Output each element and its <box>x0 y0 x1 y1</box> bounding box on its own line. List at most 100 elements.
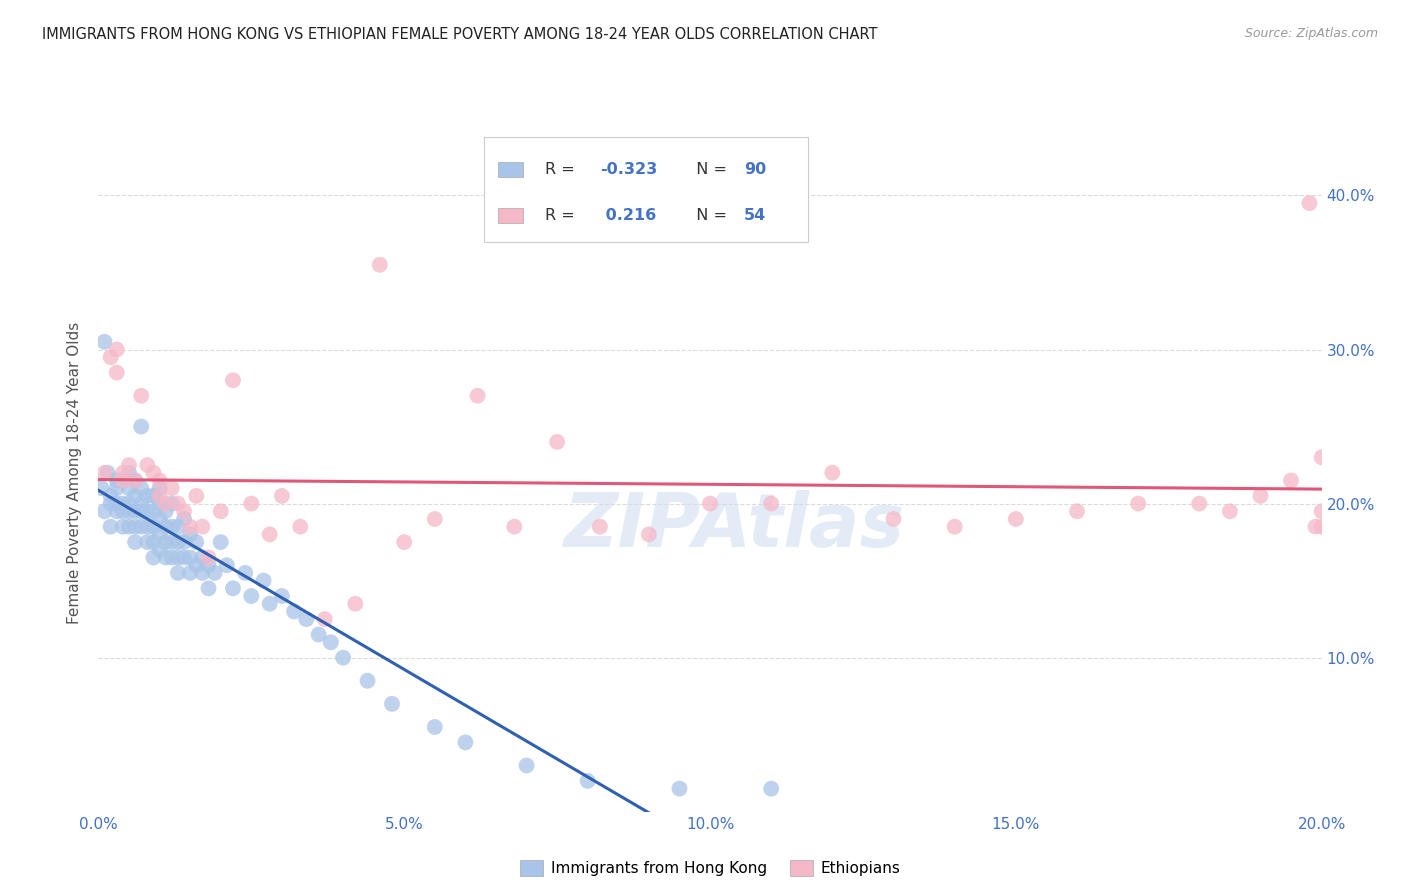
Point <box>111 504 134 518</box>
Point <box>111 474 134 488</box>
Text: 54: 54 <box>744 208 766 223</box>
Point <box>124 504 146 518</box>
Point <box>516 758 538 772</box>
Text: N =: N = <box>686 208 731 223</box>
Point <box>179 527 201 541</box>
Point <box>1310 519 1333 533</box>
Point <box>160 481 183 495</box>
Point <box>392 535 416 549</box>
Point <box>209 535 232 549</box>
Point <box>155 504 177 518</box>
Point <box>173 512 195 526</box>
Point <box>118 519 141 533</box>
Text: N =: N = <box>686 162 731 178</box>
Point <box>423 512 446 526</box>
Point <box>503 519 526 533</box>
Point <box>129 504 152 518</box>
Point <box>129 519 152 533</box>
Point <box>1298 196 1320 211</box>
Point <box>699 497 721 511</box>
Point <box>111 497 134 511</box>
Point <box>589 519 612 533</box>
Point <box>1004 512 1026 526</box>
Point <box>100 350 122 364</box>
Point <box>97 466 120 480</box>
Point <box>233 566 256 580</box>
Point <box>197 550 219 565</box>
Point <box>197 582 219 596</box>
Point <box>142 519 165 533</box>
Point <box>149 481 172 495</box>
Point <box>668 781 690 796</box>
Point <box>142 550 165 565</box>
Point <box>136 535 159 549</box>
Point <box>759 497 782 511</box>
Point <box>191 566 214 580</box>
Point <box>160 535 183 549</box>
Point <box>167 566 190 580</box>
Point <box>1066 504 1088 518</box>
Point <box>1305 519 1327 533</box>
Point <box>368 258 391 272</box>
Point <box>576 773 599 788</box>
Point <box>142 535 165 549</box>
Text: R =: R = <box>546 208 579 223</box>
Point <box>637 527 661 541</box>
Point <box>160 497 183 511</box>
Point <box>129 419 152 434</box>
Point <box>454 735 477 749</box>
Point <box>93 334 115 349</box>
Point <box>759 781 782 796</box>
Point <box>1310 450 1333 465</box>
Point <box>186 558 208 573</box>
Point <box>209 504 232 518</box>
Point <box>149 512 172 526</box>
Point <box>100 519 122 533</box>
Point <box>118 497 141 511</box>
Point <box>319 635 342 649</box>
Point <box>149 542 172 557</box>
Point <box>295 612 318 626</box>
Point <box>222 582 245 596</box>
Point <box>240 497 263 511</box>
Point <box>222 373 245 387</box>
Point <box>883 512 905 526</box>
Text: 90: 90 <box>744 162 766 178</box>
Point <box>308 627 330 641</box>
Text: 0.216: 0.216 <box>600 208 657 223</box>
Point <box>259 597 281 611</box>
Point <box>118 481 141 495</box>
Point <box>124 474 146 488</box>
Point <box>136 504 159 518</box>
Point <box>186 489 208 503</box>
Point <box>259 527 281 541</box>
Point <box>290 519 312 533</box>
Point <box>124 474 146 488</box>
Point <box>381 697 404 711</box>
Point <box>111 474 134 488</box>
Point <box>270 589 292 603</box>
Point <box>1219 504 1241 518</box>
Legend: Immigrants from Hong Kong, Ethiopians: Immigrants from Hong Kong, Ethiopians <box>515 854 905 882</box>
Point <box>105 504 128 518</box>
Point <box>197 558 219 573</box>
Point <box>173 550 195 565</box>
Point <box>155 497 177 511</box>
Point <box>105 497 128 511</box>
Point <box>124 489 146 503</box>
FancyBboxPatch shape <box>498 162 523 178</box>
Point <box>93 466 115 480</box>
FancyBboxPatch shape <box>498 208 523 223</box>
Point <box>1188 497 1211 511</box>
Point <box>186 535 208 549</box>
Point <box>314 612 336 626</box>
Point <box>142 466 165 480</box>
Point <box>118 458 141 472</box>
Text: Source: ZipAtlas.com: Source: ZipAtlas.com <box>1244 27 1378 40</box>
Point <box>129 389 152 403</box>
Point <box>167 535 190 549</box>
Point <box>142 504 165 518</box>
Point <box>90 481 112 495</box>
Point <box>111 519 134 533</box>
Point <box>173 535 195 549</box>
